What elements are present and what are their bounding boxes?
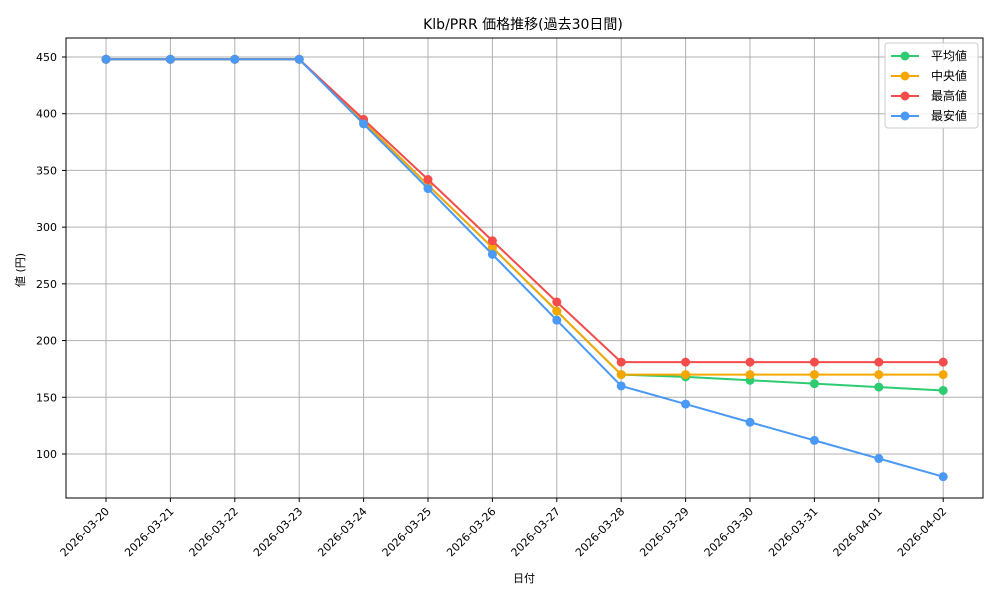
x-tick-label: 2026-04-01 bbox=[831, 505, 885, 559]
series-1 bbox=[101, 54, 948, 380]
x-tick-label: 2026-03-26 bbox=[444, 505, 498, 559]
data-point bbox=[230, 54, 240, 64]
data-point bbox=[809, 379, 819, 389]
data-point bbox=[101, 54, 111, 64]
legend-label: 中央値 bbox=[931, 68, 967, 83]
data-point bbox=[487, 249, 497, 259]
legend-label: 最安値 bbox=[931, 108, 967, 123]
data-point bbox=[487, 243, 497, 253]
x-tick-label: 2026-03-29 bbox=[637, 505, 691, 559]
y-tick-label: 450 bbox=[36, 51, 57, 64]
legend-item-3: 最安値 bbox=[891, 108, 967, 123]
legend-marker-icon bbox=[900, 111, 910, 121]
y-tick-label: 300 bbox=[36, 221, 57, 234]
x-tick-label: 2026-03-28 bbox=[573, 505, 627, 559]
data-point bbox=[165, 54, 175, 64]
x-tick-label: 2026-03-22 bbox=[187, 505, 241, 559]
data-point bbox=[809, 357, 819, 367]
series-line bbox=[106, 58, 944, 376]
data-point bbox=[423, 184, 433, 194]
series-2 bbox=[101, 54, 948, 367]
data-point bbox=[359, 119, 369, 129]
data-point bbox=[616, 381, 626, 391]
x-tick-label: 2026-03-21 bbox=[122, 505, 176, 559]
y-tick-label: 400 bbox=[36, 108, 57, 121]
y-tick-label: 200 bbox=[36, 335, 57, 348]
y-tick-label: 100 bbox=[36, 448, 57, 461]
y-tick-label: 350 bbox=[36, 164, 57, 177]
legend-label: 最高値 bbox=[931, 88, 967, 103]
data-point bbox=[616, 370, 626, 380]
data-point bbox=[938, 370, 948, 380]
legend-item-0: 平均値 bbox=[891, 48, 967, 63]
x-axis-label: 日付 bbox=[513, 572, 535, 585]
x-tick-label: 2026-04-02 bbox=[895, 505, 949, 559]
data-point bbox=[938, 385, 948, 395]
y-axis-label: 値 (円) bbox=[14, 253, 27, 287]
legend-box bbox=[884, 42, 979, 129]
x-tick-label: 2026-03-27 bbox=[509, 505, 563, 559]
series-line bbox=[106, 58, 944, 478]
y-tick-label: 150 bbox=[36, 391, 57, 404]
legend-item-1: 中央値 bbox=[891, 68, 967, 83]
data-point bbox=[874, 454, 884, 464]
data-point bbox=[874, 382, 884, 392]
data-point bbox=[809, 435, 819, 445]
legend-item-2: 最高値 bbox=[891, 88, 967, 103]
data-point bbox=[681, 357, 691, 367]
series-3 bbox=[101, 54, 948, 482]
data-point bbox=[423, 175, 433, 185]
grid-lines bbox=[66, 38, 983, 498]
data-point bbox=[552, 306, 562, 316]
series-line bbox=[106, 58, 944, 364]
data-point bbox=[487, 236, 497, 246]
chart-title: Klb/PRR 価格推移(過去30日間) bbox=[423, 17, 623, 33]
data-point bbox=[552, 315, 562, 325]
legend-label: 平均値 bbox=[931, 48, 967, 63]
series-0 bbox=[101, 54, 948, 395]
x-tick-label: 2026-03-30 bbox=[702, 505, 756, 559]
x-tick-label: 2026-03-20 bbox=[58, 505, 112, 559]
x-tick-label: 2026-03-23 bbox=[251, 505, 305, 559]
data-point bbox=[681, 399, 691, 409]
data-point bbox=[809, 370, 819, 380]
x-tick-label: 2026-03-24 bbox=[315, 505, 369, 559]
data-point bbox=[294, 54, 304, 64]
data-point bbox=[681, 370, 691, 380]
data-point bbox=[745, 417, 755, 427]
x-tick-label: 2026-03-25 bbox=[380, 505, 434, 559]
data-point bbox=[938, 472, 948, 482]
data-point bbox=[874, 357, 884, 367]
data-point bbox=[745, 370, 755, 380]
data-point bbox=[552, 297, 562, 307]
data-point bbox=[616, 357, 626, 367]
x-axis-ticks: 2026-03-20 2026-03-21 2026-03-22 2026-03-23… bbox=[58, 498, 949, 559]
y-tick-label: 250 bbox=[36, 278, 57, 291]
y-axis-ticks: 100 150 200 250 300 350 400 450 bbox=[36, 51, 66, 461]
series-lines bbox=[101, 54, 948, 482]
data-point bbox=[874, 370, 884, 380]
legend-marker-icon bbox=[900, 71, 910, 81]
legend-marker-icon bbox=[900, 51, 910, 61]
plot-area-frame bbox=[65, 37, 984, 499]
legend-marker-icon bbox=[900, 91, 910, 101]
data-point bbox=[938, 357, 948, 367]
data-point bbox=[745, 357, 755, 367]
x-tick-label: 2026-03-31 bbox=[766, 505, 820, 559]
